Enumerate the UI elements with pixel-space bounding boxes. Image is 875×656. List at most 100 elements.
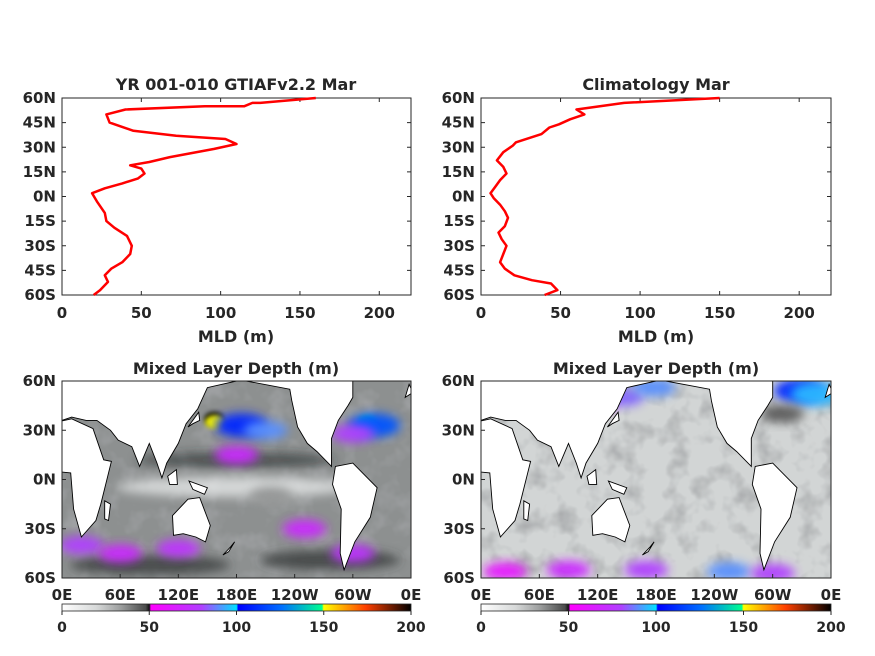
- greenland-landmass: [352, 381, 364, 382]
- greenland-landmass: [772, 381, 783, 382]
- y-tick-label: 60S: [24, 286, 56, 304]
- mld-anomaly-patch: [214, 445, 259, 464]
- south-america-landmass: [332, 462, 378, 572]
- mld-anomaly-patch: [750, 564, 795, 578]
- lat-tick-label: 0N: [33, 471, 56, 489]
- colorbar-gradient: [61, 603, 412, 612]
- colorbar-tick-label: 50: [140, 620, 160, 636]
- colorbar-tick-label: 200: [816, 620, 845, 636]
- mld-anomaly-patch: [62, 536, 104, 555]
- africa-landmass: [481, 418, 532, 538]
- lat-tick-label: 30N: [442, 421, 475, 439]
- mld-anomaly-patch: [546, 560, 591, 578]
- y-tick-label: 45N: [23, 114, 56, 132]
- madagascar-landmass: [104, 500, 111, 522]
- borneo-landmass: [586, 468, 598, 485]
- lon-tick-label: 0E: [401, 586, 422, 604]
- y-tick-label: 0N: [452, 188, 475, 206]
- map-axis-ticks: 0E 60E 120E 180E 120W 60W 0E 60N 30N 0N 30S 60S: [442, 372, 842, 604]
- x-tick-label: 150: [284, 304, 315, 322]
- y-tick-label: 30N: [442, 138, 475, 156]
- y-tick-label: 15S: [443, 212, 475, 230]
- lon-tick-label: 180E: [635, 586, 677, 604]
- y-tick-label: 0N: [33, 188, 56, 206]
- colorbar-tick-label: 150: [729, 620, 758, 636]
- colorbar-tick-label: 100: [641, 620, 670, 636]
- mld-profile-panel-climatology: Climatology Mar 0 50 100 150 200 60N 45N 30N 15N…: [442, 75, 832, 346]
- lon-tick-label: 60W: [334, 586, 372, 604]
- africa-landmass: [62, 418, 112, 538]
- mld-anomaly-patch: [624, 560, 669, 578]
- continents: [481, 381, 831, 572]
- x-tick-label: 50: [131, 304, 152, 322]
- lon-tick-label: 0E: [52, 586, 73, 604]
- lon-tick-label: 0E: [821, 586, 842, 604]
- australia-landmass: [591, 497, 631, 543]
- mld-anomaly-patch: [248, 486, 293, 505]
- mld-anomaly-patch: [282, 519, 327, 538]
- mld-anomaly-patch: [330, 424, 375, 443]
- mld-profile-panel-gtiaf: YR 001-010 GTIAFv2.2 Mar 0 50 100 150 200 60N…: [23, 75, 412, 346]
- map-axis-ticks: 0E 60E 120E 180E 120W 60W 0E 60N 30N 0N 30S 60S: [23, 372, 422, 604]
- x-tick-label: 0: [476, 304, 486, 322]
- new-zealand-landmass: [642, 541, 655, 556]
- mld-series-line: [90, 96, 316, 296]
- y-tick-label: 45N: [442, 114, 475, 132]
- lon-tick-label: 180E: [216, 586, 258, 604]
- colorbar-tick-label: 50: [559, 620, 579, 636]
- mld-map-panel-model: Mixed Layer Depth (m) 0E 60E 120E 180E 120W 6…: [23, 359, 422, 604]
- mld-anomaly-patch: [632, 381, 677, 397]
- lat-tick-label: 60S: [443, 569, 475, 587]
- y-tick-label: 60N: [23, 89, 56, 107]
- y-tick-label: 45S: [443, 261, 475, 279]
- colorbar-tick-label: 100: [222, 620, 251, 636]
- colorbar-tick-label: 0: [476, 620, 486, 636]
- y-tick-label: 30N: [23, 138, 56, 156]
- panel-title: Climatology Mar: [582, 75, 729, 94]
- europe-asia-landmass: [481, 381, 657, 480]
- lat-tick-label: 60S: [24, 569, 56, 587]
- colorbar-tick-label: 150: [309, 620, 338, 636]
- mld-anomaly-patch: [706, 562, 751, 578]
- mld-anomaly-patch: [243, 421, 288, 440]
- y-tick-label: 15N: [23, 163, 56, 181]
- x-tick-label: 0: [57, 304, 67, 322]
- europe-asia-landmass: [62, 381, 237, 480]
- new-guinea-landmass: [188, 480, 209, 495]
- mld-anomaly-patch: [98, 544, 143, 563]
- borneo-landmass: [167, 468, 178, 485]
- lon-tick-label: 120E: [577, 586, 619, 604]
- north-america-landmass: [246, 381, 354, 468]
- madagascar-landmass: [523, 500, 531, 522]
- south-america-landmass: [751, 462, 798, 572]
- lat-tick-label: 60N: [442, 372, 475, 390]
- lon-tick-label: 60W: [754, 586, 792, 604]
- plot-area: [480, 97, 832, 296]
- axis-ticks: 0 50 100 150 200 60N 45N 30N 15N 0N 15S 30S 45S 60S: [23, 89, 411, 322]
- mld-anomaly-patch: [760, 404, 805, 423]
- continents: [62, 381, 411, 572]
- lon-tick-label: 60E: [524, 586, 555, 604]
- lat-tick-label: 60N: [23, 372, 56, 390]
- panel-title: YR 001-010 GTIAFv2.2 Mar: [115, 75, 357, 94]
- x-tick-label: 200: [784, 304, 815, 322]
- lon-tick-label: 120E: [158, 586, 200, 604]
- colorbar-tick-label: 0: [57, 620, 67, 636]
- y-tick-label: 60S: [443, 286, 475, 304]
- x-tick-label: 100: [205, 304, 236, 322]
- japan-landmass: [607, 411, 620, 428]
- colorbar-gradient: [480, 603, 832, 612]
- map-title: Mixed Layer Depth (m): [553, 359, 759, 378]
- mld-anomaly-patch: [790, 382, 831, 407]
- y-tick-label: 60N: [442, 89, 475, 107]
- lat-tick-label: 30N: [23, 421, 56, 439]
- y-tick-label: 45S: [24, 261, 56, 279]
- mld-anomaly-patch: [483, 562, 528, 578]
- map-title: Mixed Layer Depth (m): [133, 359, 339, 378]
- lat-tick-label: 30S: [443, 520, 475, 538]
- north-america-landmass: [665, 381, 774, 468]
- australia-landmass: [172, 497, 211, 543]
- y-tick-label: 15N: [442, 163, 475, 181]
- x-axis-label: MLD (m): [198, 327, 274, 346]
